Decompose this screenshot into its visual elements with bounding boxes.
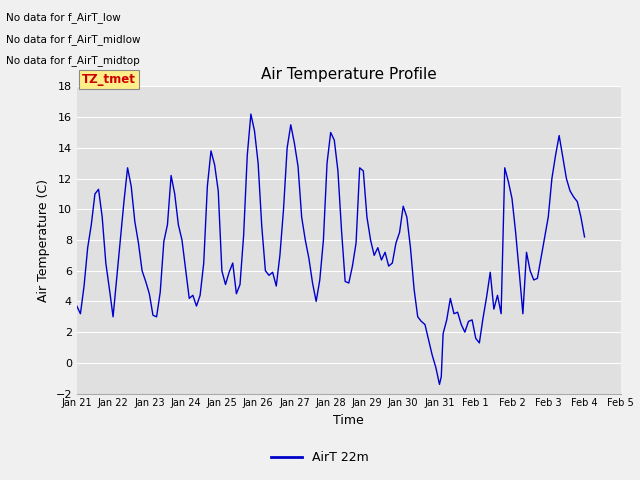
X-axis label: Time: Time [333, 414, 364, 427]
Legend: AirT 22m: AirT 22m [266, 446, 374, 469]
Text: TZ_tmet: TZ_tmet [82, 73, 136, 86]
Text: No data for f_AirT_midlow: No data for f_AirT_midlow [6, 34, 141, 45]
Text: No data for f_AirT_midtop: No data for f_AirT_midtop [6, 55, 140, 66]
Y-axis label: Air Temperature (C): Air Temperature (C) [37, 179, 50, 301]
Title: Air Temperature Profile: Air Temperature Profile [261, 68, 436, 83]
Text: No data for f_AirT_low: No data for f_AirT_low [6, 12, 121, 23]
